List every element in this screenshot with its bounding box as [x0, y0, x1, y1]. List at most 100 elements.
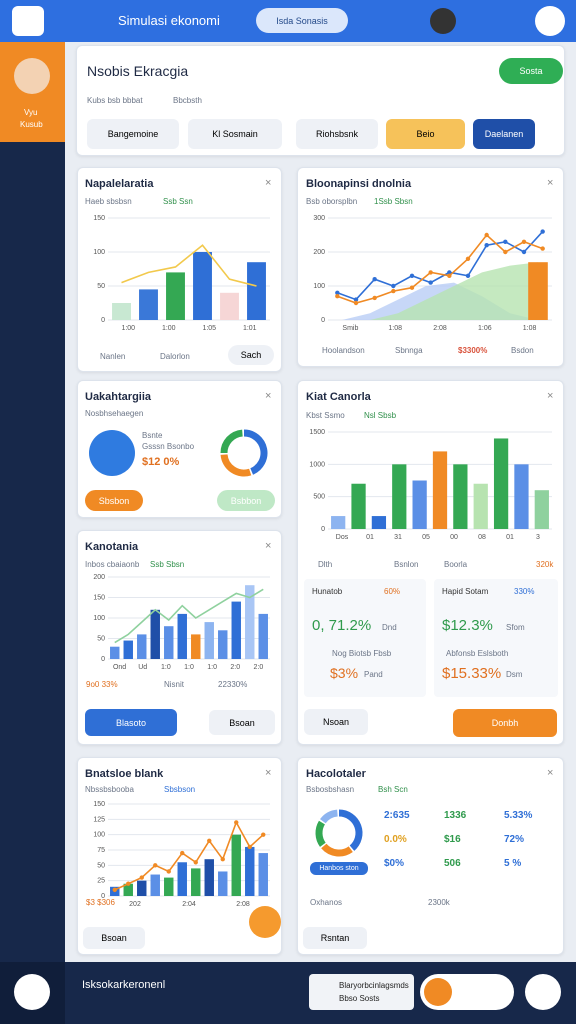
search[interactable]: Isda Sonasis [256, 8, 348, 33]
bar [331, 516, 346, 529]
avatar[interactable] [430, 8, 456, 34]
sidebar: Vyu Kusub [0, 42, 65, 962]
card-title: Kiat Canorla [306, 391, 371, 403]
point [447, 270, 452, 275]
bar [231, 834, 241, 896]
action-button[interactable]: Sosta [499, 58, 563, 84]
button[interactable]: Bsoan [83, 927, 145, 949]
footer-text: 22330% [218, 680, 248, 689]
bar [177, 613, 187, 659]
filter-button[interactable]: Kl Sosmain [188, 119, 282, 149]
bar [150, 874, 160, 896]
y-tick-label: 100 [313, 283, 325, 290]
card-subtitle: Bsbosbshasn [306, 785, 355, 794]
avatar[interactable] [535, 6, 565, 36]
point [503, 249, 508, 255]
close[interactable]: × [265, 390, 272, 402]
close[interactable]: × [547, 177, 554, 189]
x-tick-label: 1:0 [207, 664, 217, 671]
close[interactable]: × [265, 177, 272, 189]
button[interactable]: Sach [228, 345, 274, 365]
logo[interactable] [12, 6, 44, 36]
filter-button[interactable]: Beio [386, 119, 465, 149]
box-title: Blaryorbcinlagsmds [339, 981, 409, 990]
point [139, 875, 144, 880]
card: Napalelaratia × Haeb sbsbsn Ssb Ssn 0 50 10… [77, 167, 282, 372]
line [337, 233, 543, 304]
button[interactable]: Rsntan [303, 927, 367, 949]
y-tick-label: 0 [101, 317, 105, 324]
home-button[interactable] [0, 962, 65, 1024]
bar [220, 292, 239, 320]
toolbar[interactable] [420, 974, 514, 1010]
pie-label: Bsnte [142, 431, 163, 440]
chart: 0 100 200 300 Smib 1:08 2:08 1:06 1:08 [313, 215, 552, 332]
filter-button[interactable]: Bangemoine [87, 119, 179, 149]
fab[interactable] [249, 906, 281, 938]
profile[interactable]: Vyu Kusub [0, 42, 65, 142]
button[interactable]: Sbsbon [85, 490, 143, 511]
card-subtitle: Ssb Sbsn [150, 560, 185, 569]
y-tick-label: 1500 [309, 429, 325, 436]
point [428, 280, 433, 285]
point [166, 869, 171, 874]
table-cell: 72% [504, 834, 525, 845]
header-card: Nsobis Ekracgia Kubs bsb bbbat Bbcbsth S… [76, 45, 565, 156]
button[interactable]: Bsbbon [217, 490, 275, 511]
top-bar: Simulasi ekonomi Isda Sonasis [0, 0, 576, 42]
table: 2:635 1336 5.33% 0.0% $16 72% $0% 506 5 % [384, 810, 554, 880]
card-title: Kanotania [85, 541, 139, 553]
close[interactable]: × [265, 767, 272, 779]
button[interactable]: Bsoan [209, 710, 275, 735]
footer-box[interactable]: Blaryorbcinlagsmds Bbso Sosts [309, 974, 414, 1010]
chart: 0 50 100 150 200 Ond Ud 1:0 1:0 1:0 2:0 2:0 [93, 574, 270, 671]
bar [258, 853, 268, 896]
avatar[interactable] [525, 974, 561, 1010]
close[interactable]: × [265, 540, 272, 552]
y-tick-label: 50 [97, 283, 105, 290]
bar [258, 613, 268, 659]
foot-text: Oxhanos [310, 898, 343, 907]
x-tick-label: 1:0 [184, 664, 194, 671]
bar [191, 868, 201, 896]
close[interactable]: × [547, 390, 554, 402]
legend-item: Hoolandson [322, 346, 365, 355]
donut-segment [319, 809, 338, 824]
x-tick-label: 1:08 [523, 325, 537, 332]
filter-button[interactable]: Riohsbsnk [296, 119, 378, 149]
filter-button[interactable]: Daelanen [473, 119, 535, 149]
button[interactable]: Donbh [453, 709, 557, 737]
point [335, 294, 340, 299]
x-tick-label: 2:0 [254, 664, 264, 671]
app-name: Simulasi ekonomi [118, 13, 220, 28]
bar [392, 464, 407, 529]
y-tick-label: 200 [313, 249, 325, 256]
pill[interactable]: Hanbos ston [310, 862, 368, 875]
stat-label: Hunatob [312, 587, 343, 596]
y-tick-label: 500 [313, 494, 325, 501]
stat-small: Dsm [506, 670, 523, 679]
line [114, 820, 264, 891]
bar [137, 634, 147, 659]
header-subtitle: Bbcbsth [173, 96, 202, 105]
bar [231, 601, 241, 659]
donut [220, 429, 268, 477]
table-cell: 506 [444, 858, 461, 869]
icon [424, 978, 452, 1006]
bar [371, 516, 387, 529]
close[interactable]: × [547, 767, 554, 779]
stat-small: Dnd [382, 623, 397, 632]
bar [245, 585, 255, 659]
stat-small: Sfom [506, 623, 525, 632]
button[interactable]: Blasoto [85, 709, 177, 736]
y-tick-label: 75 [97, 847, 105, 854]
x-tick-label: 1:05 [202, 325, 216, 332]
bar [164, 877, 174, 896]
icon [14, 974, 50, 1010]
y-tick-label: 150 [93, 215, 105, 222]
bar [164, 626, 174, 659]
legend-item: Bsdon [511, 346, 534, 355]
point [335, 290, 340, 295]
button[interactable]: Nsoan [304, 709, 368, 735]
